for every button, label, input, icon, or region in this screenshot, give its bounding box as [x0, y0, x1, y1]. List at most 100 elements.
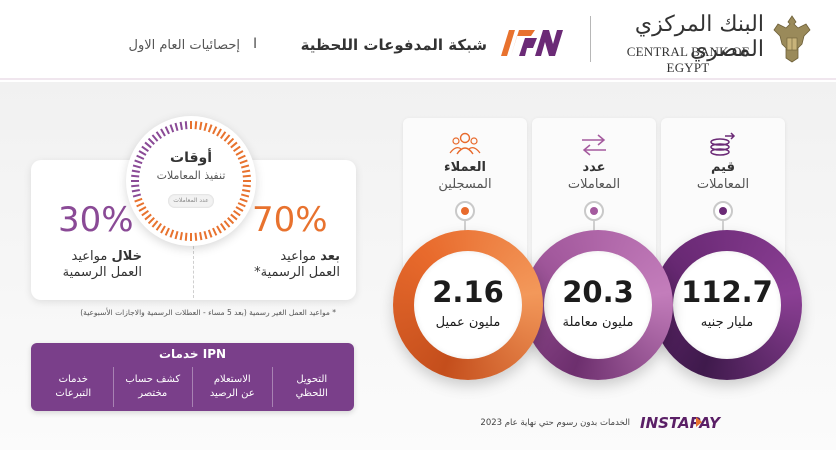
bank-name-arabic: البنك المركزي المصري	[634, 12, 764, 62]
during-hours-label-rest: مواعيد	[71, 249, 108, 264]
clock-tick	[147, 217, 155, 225]
clock-tick	[160, 128, 166, 137]
metric-dot-customers	[455, 201, 475, 221]
clock-tick	[207, 229, 213, 238]
clock-tick	[237, 154, 246, 160]
clock-tick	[223, 134, 231, 142]
clock-tick	[242, 169, 251, 173]
clock-tick	[141, 145, 149, 152]
clock-tick	[230, 213, 238, 221]
metric-label-count-line2: المعاملات	[567, 177, 621, 192]
ipn-services-list: التحويل اللحظي الاستعلام عن الرصيد كشف حسا…	[34, 367, 351, 407]
ipn-services-panel	[31, 343, 354, 411]
page-title: شبكة المدفوعات اللحظية	[300, 36, 487, 54]
service-mini-statement: كشف حساب مختصر	[112, 367, 193, 407]
metric-label-values-line1: قيم	[710, 160, 735, 175]
metric-stem-count	[593, 221, 595, 233]
clock-tick	[131, 189, 140, 193]
clock-tick	[138, 206, 147, 212]
clock-tick	[207, 124, 213, 133]
clock-tick	[212, 126, 218, 135]
clock-tick	[242, 189, 251, 193]
metric-unit-values: مليار جنيه	[700, 315, 754, 330]
clock-title: أوقات	[170, 150, 212, 166]
service-instant-transfer: التحويل اللحظي	[271, 367, 352, 407]
metric-ring-values: 112.7 مليار جنيه	[652, 230, 802, 380]
clock-tick	[147, 137, 155, 145]
metric-value-customers: 2.16	[432, 275, 504, 309]
clock-tick	[131, 184, 140, 188]
clock-tick	[223, 220, 231, 228]
header-bar	[0, 0, 836, 80]
clock-tick	[132, 193, 142, 198]
hours-divider	[193, 212, 194, 298]
clock-tick	[227, 137, 235, 145]
clock-tick	[227, 217, 235, 225]
coins-arrow-icon	[710, 132, 736, 156]
clock-tick	[199, 232, 203, 241]
clock-tick	[160, 225, 166, 234]
title-separator: I	[253, 36, 258, 52]
clock-tick	[230, 141, 238, 149]
clock-tick	[144, 213, 152, 221]
clock-tick	[169, 124, 175, 133]
metric-label-values-line2: المعاملات	[696, 177, 750, 192]
clock-tick	[240, 193, 250, 198]
clock-tick	[164, 227, 170, 236]
clock-tick	[169, 229, 175, 238]
egypt-eagle-emblem-icon	[773, 15, 811, 63]
clock-tick	[220, 131, 227, 139]
clock-tick	[194, 232, 198, 241]
clock-tick	[136, 154, 145, 160]
service-donations: خدمات التبرعات	[55, 374, 92, 399]
clock-tick	[134, 159, 143, 165]
clock-tick	[164, 126, 170, 135]
clock-tick	[151, 220, 159, 228]
clock-tick	[184, 232, 188, 241]
metric-dot-values	[713, 201, 733, 221]
during-hours-label-line2: العمل الرسمية	[62, 265, 142, 280]
after-hours-label-bold: بعد	[320, 249, 340, 264]
clock-tick	[237, 202, 246, 208]
metric-ring-count: 20.3 مليون معاملة	[523, 230, 673, 380]
clock-tick	[184, 121, 188, 130]
metric-unit-count: مليون معاملة	[562, 315, 634, 330]
clock-tick	[151, 134, 159, 142]
clock-tick	[233, 145, 241, 152]
svg-text:INSTAPAY: INSTAPAY	[640, 414, 722, 432]
clock-tick	[239, 159, 248, 165]
clock-tick	[179, 232, 183, 241]
metric-stem-customers	[464, 221, 466, 233]
after-hours-percent: 70%	[252, 200, 328, 240]
page-subtitle: إحصائيات العام الاول	[128, 38, 241, 53]
clock-tick	[233, 210, 241, 217]
clock-tick	[242, 184, 251, 188]
metric-label-customers-line2: المسجلين	[438, 177, 492, 192]
during-hours-label: خلال مواعيد العمل الرسمية	[30, 249, 142, 281]
clock-tick	[235, 206, 244, 212]
free-services-note: الخدمات بدون رسوم حتي نهاية عام 2023	[480, 418, 630, 428]
users-group-icon	[449, 132, 481, 155]
clock-tick	[216, 225, 222, 234]
clock-pill-label: عدد المعاملات	[168, 194, 214, 208]
clock-tick	[194, 121, 198, 130]
metric-label-count-line1: عدد	[582, 160, 606, 175]
clock-subtitle: تنفيذ المعاملات	[156, 169, 226, 182]
clock-dial	[126, 116, 256, 246]
during-hours-percent: 30%	[58, 200, 134, 240]
metric-unit-customers: مليون عميل	[435, 315, 501, 330]
clock-tick	[141, 210, 149, 217]
clock-ticks	[131, 121, 251, 241]
ipn-logo	[501, 30, 563, 56]
clock-tick	[239, 197, 248, 203]
transfer-arrows-icon	[582, 134, 606, 156]
after-hours-label: بعد مواعيد العمل الرسمية*	[220, 249, 340, 281]
metric-value-count: 20.3	[562, 275, 634, 309]
metric-ring-customers: 2.16 مليون عميل	[393, 230, 543, 380]
during-hours-label-bold: خلال	[111, 249, 142, 264]
header-divider	[590, 16, 591, 62]
ipn-services-title: خدمات IPN	[158, 347, 227, 361]
clock-tick	[242, 174, 251, 178]
after-hours-label-rest: مواعيد	[280, 249, 317, 264]
clock-tick	[203, 230, 208, 240]
